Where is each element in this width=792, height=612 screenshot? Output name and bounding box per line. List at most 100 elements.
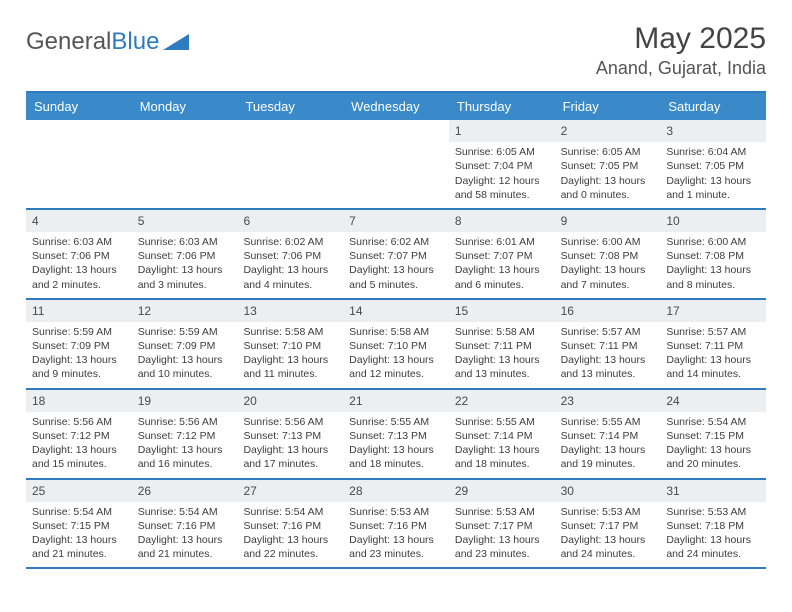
calendar-day xyxy=(132,120,238,208)
day-number: 2 xyxy=(555,120,661,142)
calendar-body: 1Sunrise: 6:05 AMSunset: 7:04 PMDaylight… xyxy=(26,120,766,569)
day-number: 28 xyxy=(343,480,449,502)
daylight-line: Daylight: 13 hours and 2 minutes. xyxy=(32,263,126,291)
weekday-header: Friday xyxy=(555,93,661,120)
sunrise-line: Sunrise: 6:00 AM xyxy=(666,235,760,249)
calendar-day xyxy=(343,120,449,208)
daylight-line: Daylight: 13 hours and 23 minutes. xyxy=(455,533,549,561)
sunset-line: Sunset: 7:06 PM xyxy=(138,249,232,263)
sunrise-line: Sunrise: 5:53 AM xyxy=(349,505,443,519)
calendar-day: 5Sunrise: 6:03 AMSunset: 7:06 PMDaylight… xyxy=(132,210,238,298)
calendar-day: 16Sunrise: 5:57 AMSunset: 7:11 PMDayligh… xyxy=(555,300,661,388)
daylight-line: Daylight: 13 hours and 0 minutes. xyxy=(561,174,655,202)
weekday-header: Monday xyxy=(132,93,238,120)
brand-name: GeneralBlue xyxy=(26,28,159,56)
weekday-header: Saturday xyxy=(660,93,766,120)
day-number: 27 xyxy=(237,480,343,502)
sunset-line: Sunset: 7:10 PM xyxy=(349,339,443,353)
calendar-day: 17Sunrise: 5:57 AMSunset: 7:11 PMDayligh… xyxy=(660,300,766,388)
day-number: 19 xyxy=(132,390,238,412)
daylight-line: Daylight: 13 hours and 13 minutes. xyxy=(455,353,549,381)
day-number: 22 xyxy=(449,390,555,412)
sunset-line: Sunset: 7:16 PM xyxy=(243,519,337,533)
day-number: 26 xyxy=(132,480,238,502)
sunset-line: Sunset: 7:12 PM xyxy=(32,429,126,443)
calendar-day: 12Sunrise: 5:59 AMSunset: 7:09 PMDayligh… xyxy=(132,300,238,388)
sunset-line: Sunset: 7:11 PM xyxy=(561,339,655,353)
sunset-line: Sunset: 7:16 PM xyxy=(349,519,443,533)
sunrise-line: Sunrise: 5:59 AM xyxy=(138,325,232,339)
daylight-line: Daylight: 13 hours and 16 minutes. xyxy=(138,443,232,471)
sunrise-line: Sunrise: 6:04 AM xyxy=(666,145,760,159)
title-block: May 2025 Anand, Gujarat, India xyxy=(596,22,766,79)
daylight-line: Daylight: 13 hours and 10 minutes. xyxy=(138,353,232,381)
sunrise-line: Sunrise: 6:00 AM xyxy=(561,235,655,249)
calendar-day: 9Sunrise: 6:00 AMSunset: 7:08 PMDaylight… xyxy=(555,210,661,298)
weekday-header: Tuesday xyxy=(237,93,343,120)
sunset-line: Sunset: 7:14 PM xyxy=(455,429,549,443)
sunrise-line: Sunrise: 5:53 AM xyxy=(666,505,760,519)
daylight-line: Daylight: 13 hours and 18 minutes. xyxy=(349,443,443,471)
daylight-line: Daylight: 13 hours and 8 minutes. xyxy=(666,263,760,291)
weekday-header: Wednesday xyxy=(343,93,449,120)
day-number: 16 xyxy=(555,300,661,322)
sunrise-line: Sunrise: 5:57 AM xyxy=(666,325,760,339)
day-number: 6 xyxy=(237,210,343,232)
weekday-header: Sunday xyxy=(26,93,132,120)
sunrise-line: Sunrise: 6:05 AM xyxy=(561,145,655,159)
day-number: 1 xyxy=(449,120,555,142)
day-number: 30 xyxy=(555,480,661,502)
calendar-day: 27Sunrise: 5:54 AMSunset: 7:16 PMDayligh… xyxy=(237,480,343,568)
daylight-line: Daylight: 13 hours and 19 minutes. xyxy=(561,443,655,471)
daylight-line: Daylight: 13 hours and 20 minutes. xyxy=(666,443,760,471)
sunset-line: Sunset: 7:14 PM xyxy=(561,429,655,443)
sunset-line: Sunset: 7:18 PM xyxy=(666,519,760,533)
sunrise-line: Sunrise: 5:58 AM xyxy=(243,325,337,339)
calendar-day: 24Sunrise: 5:54 AMSunset: 7:15 PMDayligh… xyxy=(660,390,766,478)
sunset-line: Sunset: 7:08 PM xyxy=(666,249,760,263)
brand-part2: Blue xyxy=(111,28,159,55)
calendar-day: 26Sunrise: 5:54 AMSunset: 7:16 PMDayligh… xyxy=(132,480,238,568)
sunrise-line: Sunrise: 5:53 AM xyxy=(455,505,549,519)
daylight-line: Daylight: 13 hours and 3 minutes. xyxy=(138,263,232,291)
sunrise-line: Sunrise: 5:59 AM xyxy=(32,325,126,339)
sunrise-line: Sunrise: 5:54 AM xyxy=(138,505,232,519)
sunset-line: Sunset: 7:11 PM xyxy=(666,339,760,353)
sunrise-line: Sunrise: 6:05 AM xyxy=(455,145,549,159)
day-number: 14 xyxy=(343,300,449,322)
daylight-line: Daylight: 13 hours and 14 minutes. xyxy=(666,353,760,381)
calendar-week: 25Sunrise: 5:54 AMSunset: 7:15 PMDayligh… xyxy=(26,480,766,570)
location-subtitle: Anand, Gujarat, India xyxy=(596,58,766,79)
day-number: 21 xyxy=(343,390,449,412)
sunrise-line: Sunrise: 5:55 AM xyxy=(455,415,549,429)
sunset-line: Sunset: 7:13 PM xyxy=(349,429,443,443)
calendar-day: 25Sunrise: 5:54 AMSunset: 7:15 PMDayligh… xyxy=(26,480,132,568)
calendar-week: 18Sunrise: 5:56 AMSunset: 7:12 PMDayligh… xyxy=(26,390,766,480)
daylight-line: Daylight: 13 hours and 6 minutes. xyxy=(455,263,549,291)
calendar-day: 28Sunrise: 5:53 AMSunset: 7:16 PMDayligh… xyxy=(343,480,449,568)
sunset-line: Sunset: 7:04 PM xyxy=(455,159,549,173)
sunset-line: Sunset: 7:16 PM xyxy=(138,519,232,533)
day-number: 3 xyxy=(660,120,766,142)
calendar-day: 20Sunrise: 5:56 AMSunset: 7:13 PMDayligh… xyxy=(237,390,343,478)
calendar-day: 13Sunrise: 5:58 AMSunset: 7:10 PMDayligh… xyxy=(237,300,343,388)
brand-logo: GeneralBlue xyxy=(26,28,189,56)
weekday-header: Thursday xyxy=(449,93,555,120)
weekday-header-row: SundayMondayTuesdayWednesdayThursdayFrid… xyxy=(26,93,766,120)
day-number: 5 xyxy=(132,210,238,232)
sunrise-line: Sunrise: 6:03 AM xyxy=(32,235,126,249)
sunset-line: Sunset: 7:15 PM xyxy=(32,519,126,533)
sunset-line: Sunset: 7:07 PM xyxy=(455,249,549,263)
daylight-line: Daylight: 13 hours and 4 minutes. xyxy=(243,263,337,291)
daylight-line: Daylight: 13 hours and 5 minutes. xyxy=(349,263,443,291)
calendar-week: 11Sunrise: 5:59 AMSunset: 7:09 PMDayligh… xyxy=(26,300,766,390)
daylight-line: Daylight: 13 hours and 12 minutes. xyxy=(349,353,443,381)
day-number: 9 xyxy=(555,210,661,232)
sunrise-line: Sunrise: 5:56 AM xyxy=(243,415,337,429)
sunrise-line: Sunrise: 6:02 AM xyxy=(349,235,443,249)
calendar-day: 21Sunrise: 5:55 AMSunset: 7:13 PMDayligh… xyxy=(343,390,449,478)
sunrise-line: Sunrise: 5:53 AM xyxy=(561,505,655,519)
calendar: SundayMondayTuesdayWednesdayThursdayFrid… xyxy=(26,91,766,569)
sunset-line: Sunset: 7:05 PM xyxy=(561,159,655,173)
sunset-line: Sunset: 7:06 PM xyxy=(32,249,126,263)
